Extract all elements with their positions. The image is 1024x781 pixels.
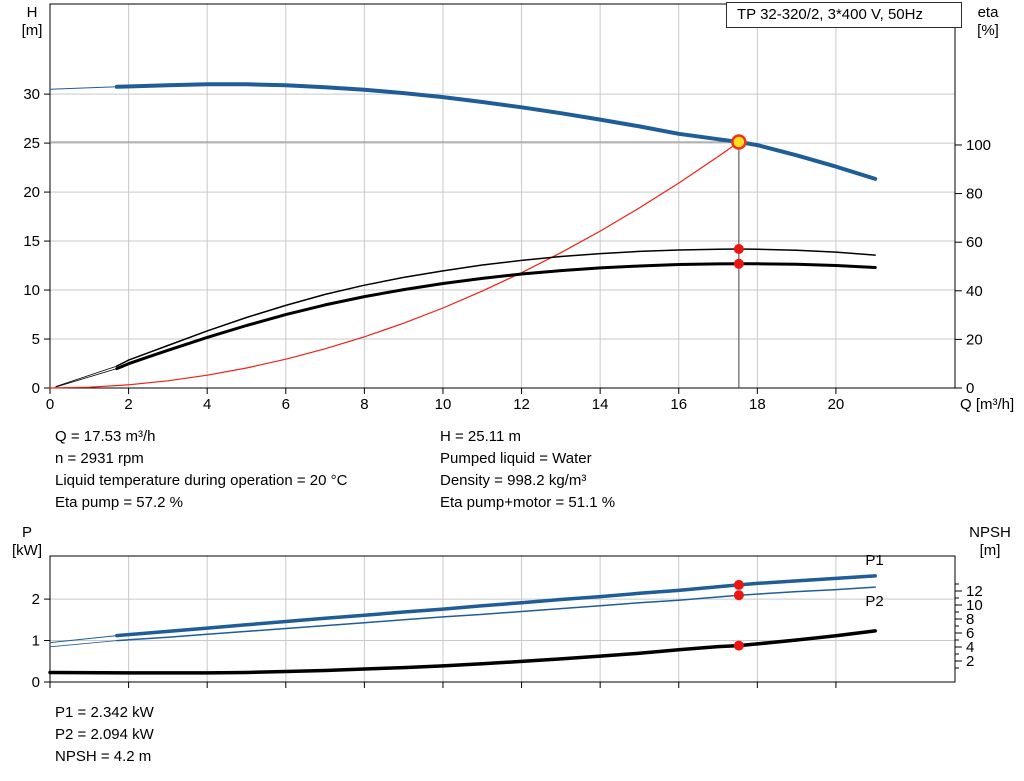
svg-text:80: 80: [966, 186, 983, 203]
info-q: Q = 17.53 m³/h: [55, 428, 156, 445]
svg-text:15: 15: [23, 233, 40, 250]
info-density: Density = 998.2 kg/m³: [440, 472, 587, 489]
p-axis-label-unit: [kW]: [12, 542, 42, 559]
svg-text:0: 0: [32, 380, 40, 397]
svg-text:14: 14: [592, 396, 609, 413]
svg-text:10: 10: [23, 282, 40, 299]
svg-text:P1: P1: [865, 552, 883, 569]
svg-text:12: 12: [513, 396, 530, 413]
info-eta-pump-motor: Eta pump+motor = 51.1 %: [440, 494, 616, 511]
info-liquid-temperature: Liquid temperature during operation = 20…: [55, 472, 348, 489]
svg-text:8: 8: [360, 396, 368, 413]
info-npsh: NPSH = 4.2 m: [55, 748, 152, 765]
h-axis-label-unit: [m]: [21, 22, 43, 39]
svg-text:20: 20: [828, 396, 845, 413]
h-axis-label-symbol: H: [26, 4, 38, 21]
svg-text:100: 100: [966, 137, 991, 154]
duty-info-left-column: Q = 17.53 m³/h n = 2931 rpm Liquid tempe…: [55, 426, 347, 514]
svg-text:12: 12: [966, 583, 983, 600]
svg-text:2: 2: [32, 591, 40, 608]
pump-title-box: TP 32-320/2, 3*400 V, 50Hz: [726, 2, 962, 28]
svg-text:40: 40: [966, 283, 983, 300]
info-eta-pump: Eta pump = 57.2 %: [55, 494, 183, 511]
eta-axis-label-symbol: eta: [977, 4, 999, 21]
svg-text:2: 2: [966, 653, 974, 670]
svg-text:4: 4: [203, 396, 211, 413]
power-info-column: P1 = 2.342 kW P2 = 2.094 kW NPSH = 4.2 m: [55, 702, 154, 768]
svg-text:6: 6: [282, 396, 290, 413]
npsh-axis-label-unit: [m]: [979, 542, 1001, 559]
svg-text:20: 20: [966, 331, 983, 348]
svg-text:6: 6: [966, 625, 974, 642]
info-p1: P1 = 2.342 kW: [55, 704, 154, 721]
svg-text:4: 4: [966, 639, 974, 656]
npsh-axis-label: NPSH [m]: [962, 524, 1018, 560]
svg-text:30: 30: [23, 86, 40, 103]
q-axis-label: Q [m³/h]: [960, 396, 1015, 413]
npsh-axis-label-symbol: NPSH: [969, 524, 1011, 541]
svg-text:1: 1: [32, 633, 40, 650]
svg-text:18: 18: [749, 396, 766, 413]
svg-text:16: 16: [670, 396, 687, 413]
svg-text:P2: P2: [865, 593, 883, 610]
svg-text:0: 0: [32, 674, 40, 691]
svg-text:5: 5: [32, 331, 40, 348]
info-speed: n = 2931 rpm: [55, 450, 144, 467]
svg-text:20: 20: [23, 184, 40, 201]
svg-text:0: 0: [966, 380, 974, 397]
svg-text:2: 2: [124, 396, 132, 413]
info-pumped-liquid: Pumped liquid = Water: [440, 450, 592, 467]
svg-text:60: 60: [966, 234, 983, 251]
svg-text:10: 10: [435, 396, 452, 413]
eta-axis-label: eta [%]: [966, 4, 1010, 40]
info-p2: P2 = 2.094 kW: [55, 726, 154, 743]
svg-text:10: 10: [966, 597, 983, 614]
duty-info-right-column: H = 25.11 m Pumped liquid = Water Densit…: [440, 426, 615, 514]
eta-axis-label-unit: [%]: [977, 22, 999, 39]
h-axis-label: H [m]: [14, 4, 50, 40]
p-axis-label: P [kW]: [6, 524, 48, 560]
svg-text:8: 8: [966, 611, 974, 628]
svg-text:0: 0: [46, 396, 54, 413]
svg-text:25: 25: [23, 135, 40, 152]
info-h: H = 25.11 m: [440, 428, 522, 445]
p-axis-label-symbol: P: [21, 524, 32, 541]
